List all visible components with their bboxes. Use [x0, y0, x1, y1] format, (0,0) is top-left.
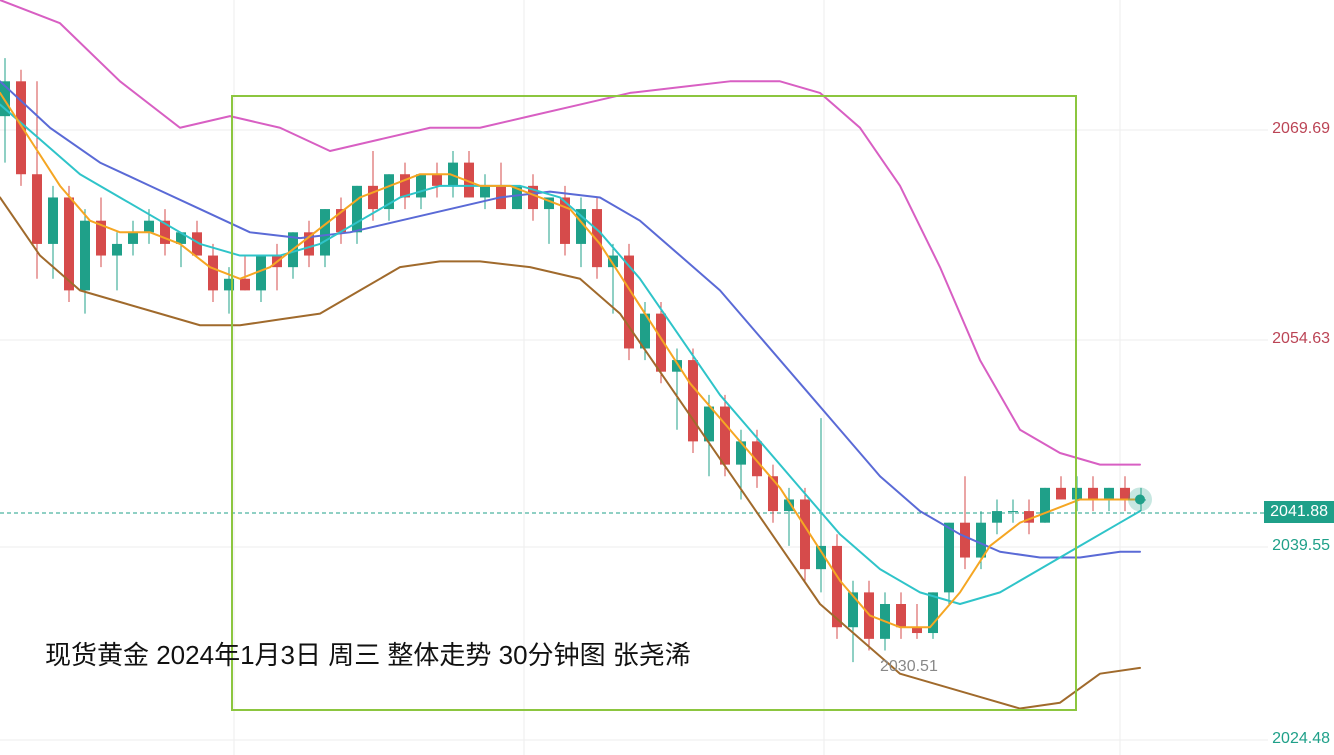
y-axis-label: 2069.69 [1272, 120, 1330, 138]
current-price-tag: 2041.88 [1264, 501, 1334, 523]
low-price-label: 2030.51 [880, 658, 938, 676]
chart-caption: 现货黄金 2024年1月3日 周三 整体走势 30分钟图 张尧浠 [45, 635, 691, 672]
y-axis-label: 2054.63 [1272, 330, 1330, 348]
y-axis-label: 2039.55 [1272, 537, 1330, 555]
y-axis-label: 2024.48 [1272, 730, 1330, 748]
candlestick-chart[interactable]: 2041.88 现货黄金 2024年1月3日 周三 整体走势 30分钟图 张尧浠… [0, 0, 1334, 755]
